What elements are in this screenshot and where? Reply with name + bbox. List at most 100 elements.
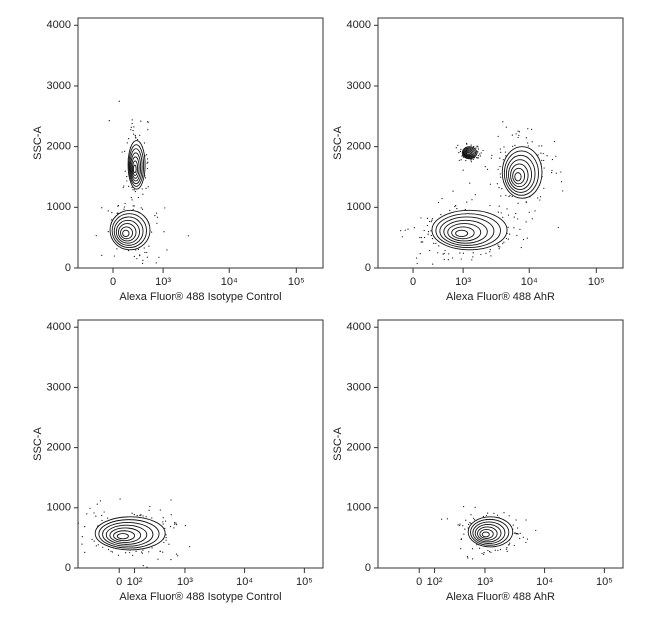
event-dot [525, 221, 527, 223]
event-dot [430, 230, 432, 232]
event-dot [472, 252, 474, 254]
contour-line [435, 213, 501, 249]
event-dot [421, 241, 423, 243]
event-dot [505, 194, 507, 197]
event-dot [71, 530, 72, 531]
event-dot [430, 221, 432, 223]
event-dot [499, 548, 502, 551]
event-dot [485, 252, 487, 254]
event-dot [189, 546, 191, 548]
event-dot [137, 248, 140, 250]
event-dot [407, 228, 409, 230]
event-dot [141, 262, 144, 264]
event-dot [479, 547, 481, 549]
event-dot [132, 208, 134, 211]
event-dot [480, 253, 482, 256]
event-dot [110, 550, 112, 552]
contour-line [464, 150, 473, 157]
event-dot [557, 226, 559, 229]
contour-line [113, 530, 136, 542]
event-dot [121, 151, 123, 153]
contour-line [130, 152, 142, 182]
event-dot [543, 187, 545, 189]
event-dot [499, 165, 501, 168]
y-tick-label: 4000 [47, 19, 71, 31]
event-dot [497, 244, 499, 246]
event-dot [508, 515, 510, 517]
event-dot [507, 226, 509, 228]
event-dot [148, 509, 150, 511]
event-dot [460, 159, 462, 161]
event-dot [457, 524, 459, 526]
event-dot [505, 126, 507, 128]
event-dot [477, 146, 479, 148]
event-dot [497, 135, 499, 138]
event-dot [113, 255, 115, 257]
event-dot [518, 134, 520, 136]
event-dot [526, 538, 529, 540]
event-dot [84, 526, 86, 528]
event-dot [531, 128, 533, 130]
event-dot [430, 234, 432, 237]
event-dot [505, 237, 508, 240]
y-tick-label: 2000 [347, 141, 371, 153]
event-dot [175, 553, 178, 555]
event-dot [522, 238, 525, 241]
event-dot [562, 190, 564, 192]
contour-line [116, 533, 129, 540]
event-dot [464, 208, 466, 211]
contour-line [451, 226, 475, 240]
event-dot [508, 544, 510, 546]
event-dot [423, 229, 425, 232]
event-dot [441, 197, 443, 200]
event-dot [466, 556, 469, 558]
event-dot [81, 543, 83, 545]
x-tick-label: 10³ [455, 276, 471, 288]
event-dot [458, 152, 460, 154]
x-tick-label: 0 [110, 276, 116, 288]
event-dot [489, 204, 491, 207]
x-axis-label: Alexa Fluor® 488 Isotype Control [119, 291, 281, 303]
event-dot [540, 152, 542, 154]
event-dot [500, 195, 502, 197]
event-dot [491, 154, 493, 156]
event-dot [472, 158, 474, 161]
event-dot [169, 525, 172, 528]
event-dot [519, 228, 521, 230]
event-dot [133, 205, 135, 207]
event-dot [134, 134, 136, 137]
event-dot [437, 252, 439, 254]
event-dot [501, 188, 503, 190]
event-dot [489, 251, 491, 253]
y-tick-label: 4000 [47, 321, 71, 333]
event-dot [500, 212, 502, 214]
event-dot [143, 142, 146, 144]
event-dot [509, 233, 511, 235]
event-dot [139, 255, 141, 257]
event-dot [124, 170, 126, 172]
event-dot [101, 514, 103, 517]
event-dot [473, 519, 476, 521]
event-dot [142, 259, 144, 261]
y-tick-label: 0 [65, 262, 71, 274]
event-dot [538, 145, 540, 147]
event-dot [119, 498, 121, 500]
event-dot [113, 570, 114, 571]
event-dot [440, 214, 442, 216]
contour-line [131, 156, 140, 179]
event-dot [111, 551, 114, 553]
event-dot [499, 157, 501, 159]
event-dot [515, 212, 517, 215]
event-dot [479, 153, 481, 155]
event-dot [471, 259, 473, 261]
contour-line [481, 531, 490, 538]
event-dot [142, 564, 144, 567]
event-dot [170, 499, 172, 501]
event-dot [135, 249, 137, 251]
event-dot [551, 172, 553, 174]
x-tick-label: 0 [116, 576, 122, 588]
event-dot [126, 180, 128, 182]
contour-line [512, 167, 526, 185]
event-dot [505, 548, 508, 550]
event-dot [415, 257, 418, 259]
